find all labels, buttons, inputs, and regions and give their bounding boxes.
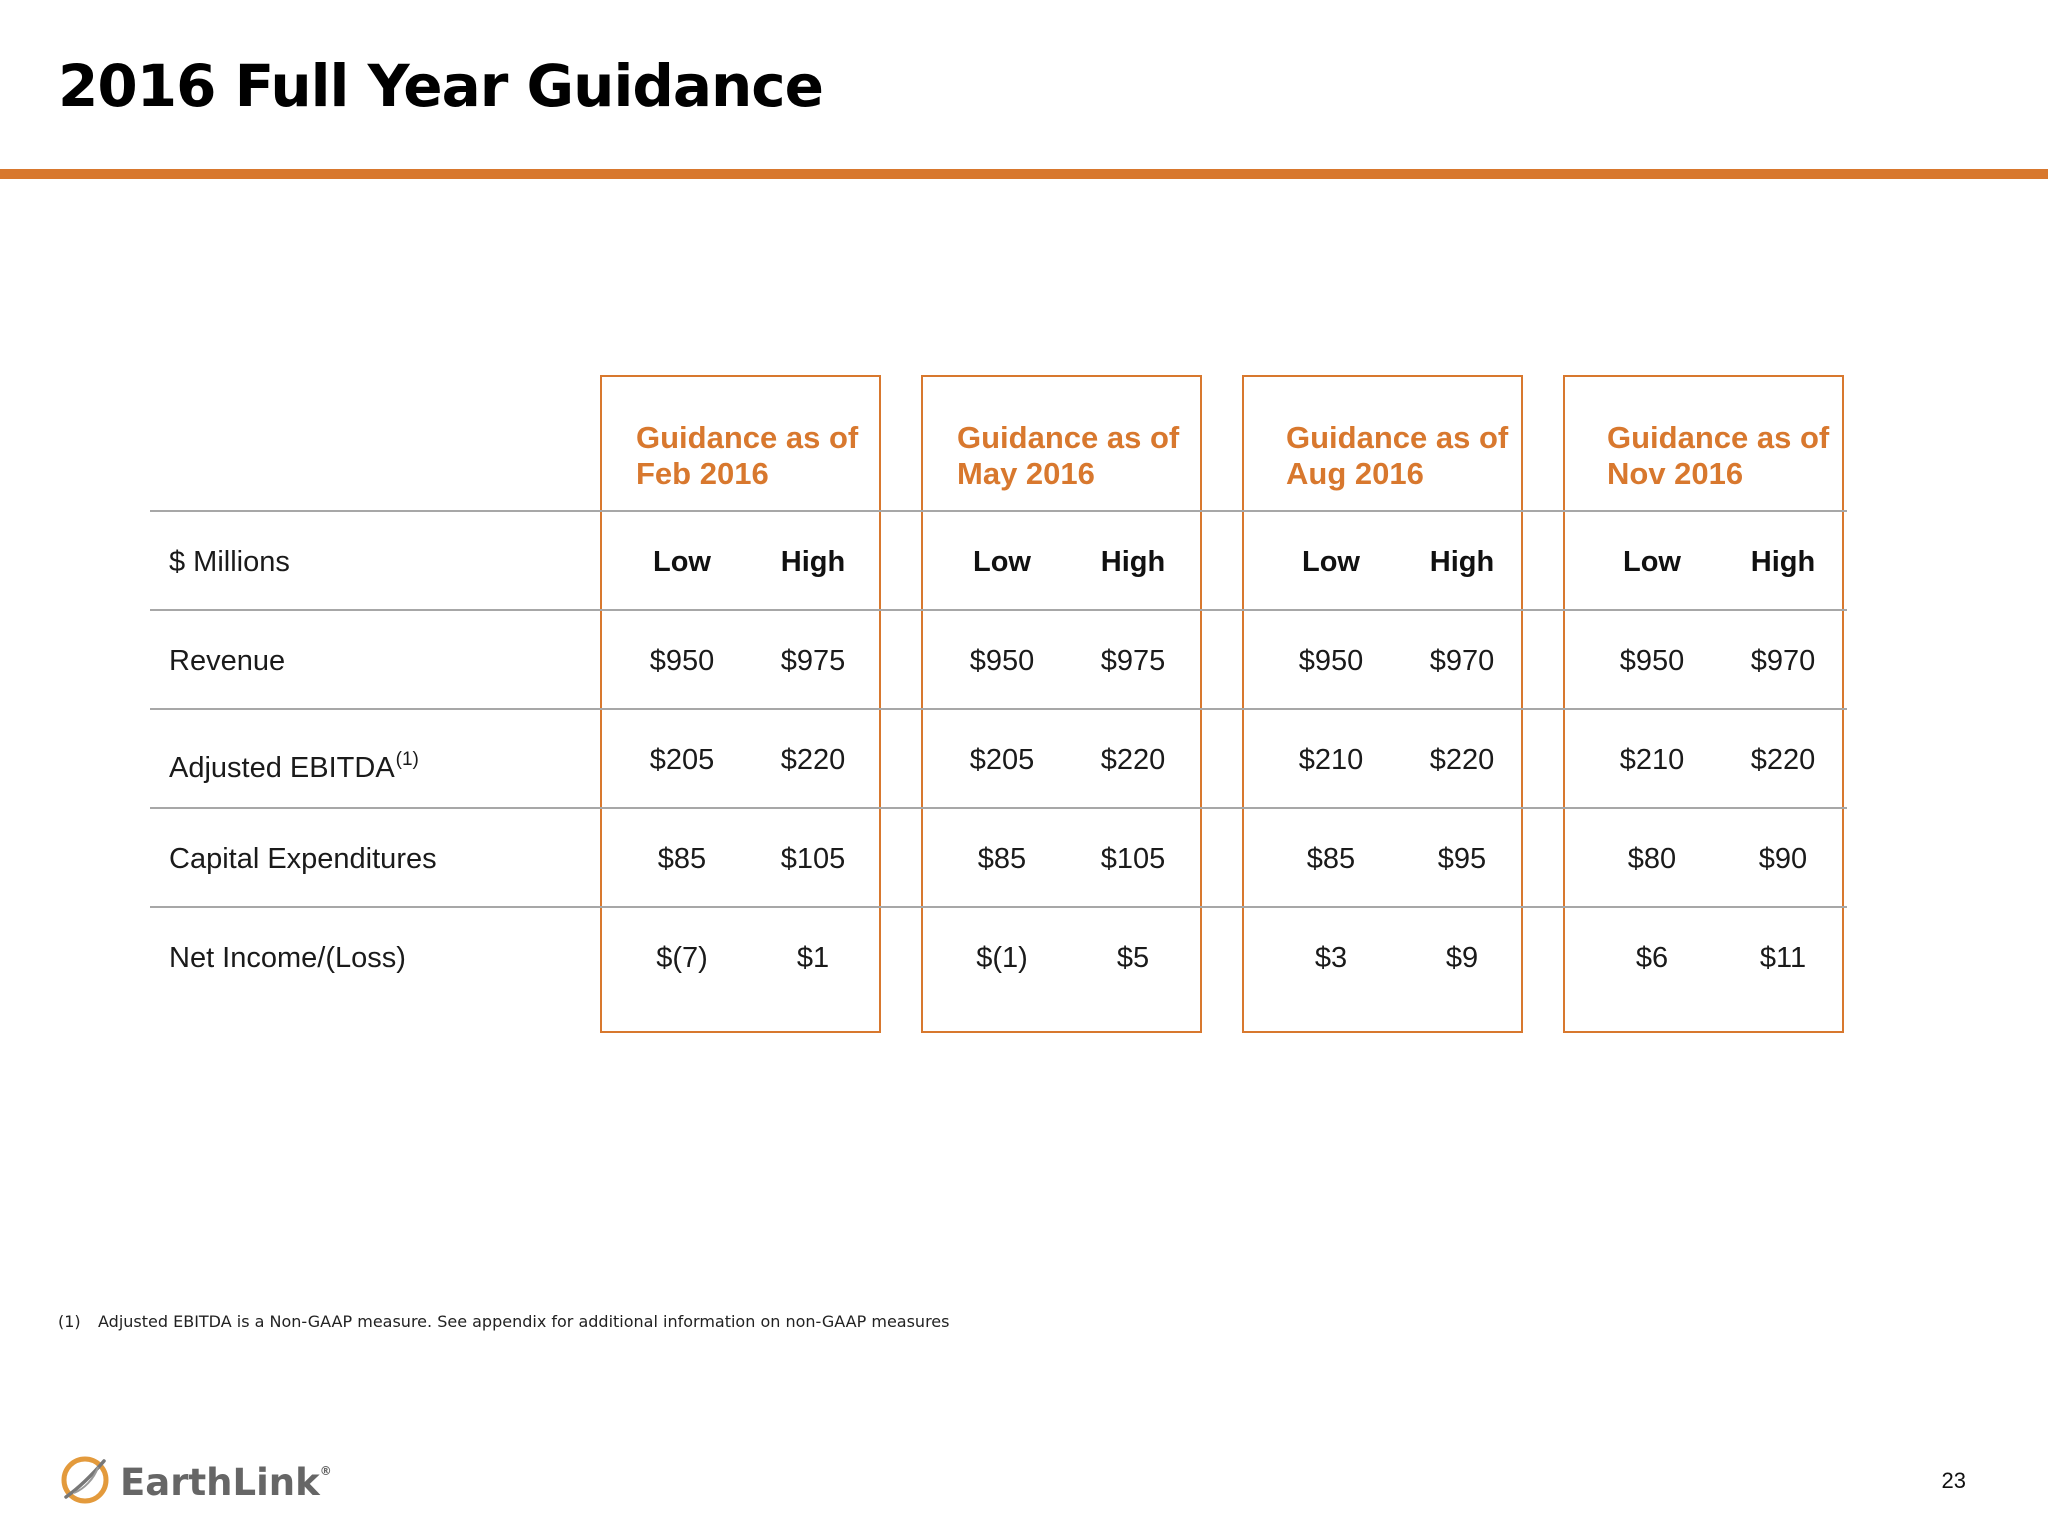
table-row-divider [150,906,1847,908]
table-cell: $90 [1758,843,1808,875]
table-cell: $(1) [976,942,1028,974]
footnote-number: (1) [58,1312,81,1331]
guidance-column-box-nov [1563,375,1844,1033]
table-row-divider [150,807,1847,809]
table-cell: $950 [969,645,1035,677]
table-cell: $210 [1298,744,1364,776]
table-cell: $105 [780,843,846,875]
table-cell: $11 [1759,942,1807,974]
column-header-line1: Guidance as of [1607,420,1830,455]
column-header-line2: Feb 2016 [636,456,769,491]
column-header-nov: Guidance as of Nov 2016 [1607,420,1867,492]
table-cell: $9 [1445,942,1479,974]
guidance-column-box-may [921,375,1202,1033]
column-header-line2: Aug 2016 [1286,456,1424,491]
registered-mark: ® [319,1463,332,1478]
low-header: Low [1623,546,1681,578]
table-cell: $220 [1750,744,1816,776]
table-cell: $975 [1100,645,1166,677]
logo-text: EarthLink [120,1460,320,1504]
high-header: High [780,546,846,578]
table-cell: $1 [796,942,830,974]
table-cell: $220 [1429,744,1495,776]
table-cell: $220 [1100,744,1166,776]
table-cell: $970 [1750,645,1816,677]
title-divider [0,169,2048,179]
row-label-revenue: Revenue [169,645,286,677]
table-cell: $95 [1437,843,1487,875]
column-header-line2: Nov 2016 [1607,456,1744,491]
table-cell: $85 [657,843,707,875]
table-cell: $5 [1116,942,1150,974]
column-header-line1: Guidance as of [957,420,1180,455]
guidance-column-box-aug [1242,375,1523,1033]
table-row-divider [150,708,1847,710]
row-label-text: Adjusted EBITDA [169,752,395,784]
low-header: Low [1302,546,1360,578]
table-cell: $80 [1627,843,1677,875]
table-cell: $220 [780,744,846,776]
row-label-adjusted-ebitda: Adjusted EBITDA(1) [169,742,419,786]
page-number: 23 [1941,1468,1966,1493]
guidance-column-box-feb [600,375,881,1033]
high-header: High [1429,546,1495,578]
column-header-aug: Guidance as of Aug 2016 [1286,420,1546,492]
table-row-divider [150,510,1847,512]
table-cell: $205 [969,744,1035,776]
table-cell: $105 [1100,843,1166,875]
row-label-net-income: Net Income/(Loss) [169,942,406,974]
column-header-line1: Guidance as of [636,420,859,455]
page-title: 2016 Full Year Guidance [58,52,824,120]
logo-wordmark: EarthLink® [120,1461,332,1504]
column-header-feb: Guidance as of Feb 2016 [636,420,896,492]
column-header-may: Guidance as of May 2016 [957,420,1217,492]
table-cell: $(7) [656,942,708,974]
table-row-divider [150,609,1847,611]
table-cell: $950 [649,645,715,677]
table-cell: $970 [1429,645,1495,677]
footnote-text: Adjusted EBITDA is a Non-GAAP measure. S… [98,1312,950,1331]
unit-label: $ Millions [169,546,290,578]
footnote-marker: (1) [395,749,419,770]
footnote: (1) Adjusted EBITDA is a Non-GAAP measure… [58,1312,949,1331]
table-cell: $210 [1619,744,1685,776]
high-header: High [1100,546,1166,578]
table-cell: $950 [1298,645,1364,677]
table-cell: $6 [1635,942,1669,974]
low-header: Low [973,546,1031,578]
table-cell: $85 [977,843,1027,875]
row-label-capital-expenditures: Capital Expenditures [169,843,437,875]
column-header-line2: May 2016 [957,456,1095,491]
high-header: High [1750,546,1816,578]
table-cell: $3 [1314,942,1348,974]
earthlink-logo: EarthLink® [58,1456,332,1508]
column-header-line1: Guidance as of [1286,420,1509,455]
table-cell: $205 [649,744,715,776]
table-cell: $975 [780,645,846,677]
table-cell: $950 [1619,645,1685,677]
earthlink-globe-icon [58,1453,112,1512]
low-header: Low [653,546,711,578]
table-cell: $85 [1306,843,1356,875]
